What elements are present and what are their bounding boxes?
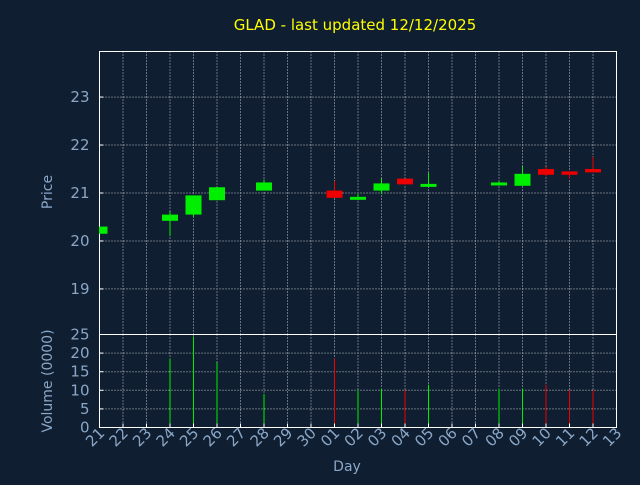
x-tick-label: 01 [317,424,343,450]
candle-body [209,187,225,201]
volume-tick-label: 0 [80,419,90,437]
candle-body [420,183,437,187]
price-tick-label: 23 [70,88,89,106]
volume-tick-label: 15 [70,363,89,381]
x-tick-label: 08 [482,424,508,450]
x-tick-label: 30 [294,424,320,450]
price-panel: 19 20 21 22 23 [70,51,617,335]
x-tick-label: 07 [458,424,484,450]
chart-title: GLAD - last updated 12/12/2025 [234,16,477,34]
x-tick-label: 10 [529,424,555,450]
x-tick-label: 05 [411,424,437,450]
volume-tick-label: 10 [70,381,89,399]
x-tick-label: 02 [341,424,367,450]
candle-body [538,169,554,175]
volume-axis-label: Volume (0000) [40,329,56,432]
candle-body [397,178,413,185]
candle-body [514,173,531,186]
candle-body [561,171,578,175]
x-axis-label: Day [333,459,361,475]
candle-body [100,226,108,234]
candle-body [373,183,390,191]
x-tick-label: 23 [129,424,155,450]
candle-body [256,182,272,191]
x-tick-label: 04 [388,424,414,450]
x-tick-label: 06 [435,424,461,450]
x-tick-label: 12 [576,424,602,450]
candle-body [585,169,601,173]
x-tick-label: 13 [599,424,625,450]
x-tick-label: 25 [176,424,202,450]
x-tick-label: 09 [505,424,531,450]
x-tick-label: 27 [223,424,249,450]
candle-body [326,190,343,198]
candle-body [162,214,178,221]
x-tick-label: 28 [247,424,273,450]
price-tick-label: 22 [70,136,89,154]
volume-tick-label: 5 [80,400,90,418]
candle-body [185,195,202,215]
volume-tick-label: 20 [70,344,89,362]
x-tick-label: 26 [200,424,226,450]
price-axis-label: Price [40,175,56,209]
x-tick-label: 29 [270,424,296,450]
candle-body [350,196,366,200]
x-axis: 2122232425262728293001020304050607080910… [82,423,625,450]
price-tick-label: 20 [70,232,89,250]
volume-tick-label: 25 [70,326,89,344]
price-tick-label: 21 [70,184,89,202]
x-tick-label: 22 [106,424,132,450]
price-tick-label: 19 [70,280,89,298]
x-tick-label: 03 [364,424,390,450]
x-tick-label: 11 [552,424,578,450]
x-tick-label: 24 [153,424,179,450]
candle-body [491,182,507,186]
